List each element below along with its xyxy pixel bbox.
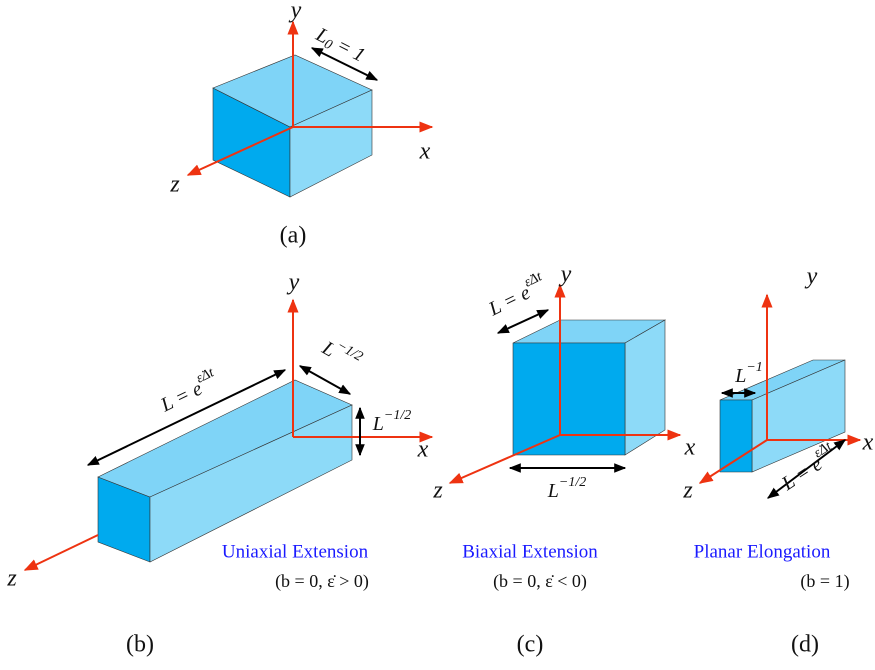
axis-label-z: z bbox=[169, 172, 180, 198]
axis-label-x: x bbox=[684, 435, 696, 461]
z-axis bbox=[698, 439, 768, 484]
axis-label-y: y bbox=[559, 262, 572, 288]
panel-label: (c) bbox=[517, 632, 544, 658]
dimension-label: L−1/2 bbox=[318, 332, 365, 375]
dim-after: = 1 bbox=[329, 31, 369, 66]
panel-condition: (b = 0, ε̇ < 0) bbox=[493, 571, 587, 592]
dimension-arrow bbox=[767, 439, 846, 499]
dim-base: L bbox=[734, 365, 746, 387]
panel-label: (a) bbox=[280, 223, 307, 249]
dim-sup: ε̇Δt bbox=[194, 365, 217, 387]
dimension-arrow bbox=[86, 369, 287, 466]
axis-label-y: y bbox=[287, 270, 300, 296]
dim-sup: −1/2 bbox=[559, 475, 586, 490]
dimension-label: L−1 bbox=[734, 360, 763, 386]
axis-label-x: x bbox=[862, 430, 874, 456]
dimension-label: L−1/2 bbox=[372, 408, 411, 434]
dimension-arrow bbox=[310, 47, 379, 81]
axis-label-y: y bbox=[289, 0, 302, 24]
dim-sup: −1 bbox=[746, 360, 762, 375]
axis-label-z: z bbox=[432, 478, 443, 504]
dimension-arrow bbox=[298, 365, 352, 395]
box-b bbox=[97, 379, 353, 563]
dimension-label: L = eε̇Δt bbox=[154, 365, 222, 416]
z-axis bbox=[186, 126, 294, 176]
panel-label: (b) bbox=[126, 632, 154, 658]
axis-label-x: x bbox=[417, 437, 429, 463]
dim-base: L bbox=[547, 480, 559, 502]
axis-label-z: z bbox=[6, 566, 17, 592]
box-c bbox=[512, 319, 667, 456]
z-axis bbox=[448, 434, 561, 484]
dim-sup: ε̇Δt bbox=[522, 269, 545, 291]
axis-label-x: x bbox=[419, 139, 431, 165]
axis-label-z: z bbox=[682, 478, 693, 504]
dim-base: L bbox=[372, 413, 384, 435]
dimension-arrows bbox=[86, 47, 846, 499]
dim-sup: −1/2 bbox=[384, 408, 411, 423]
dimension-label: L−1/2 bbox=[547, 475, 586, 501]
panel-title: Planar Elongation bbox=[694, 541, 831, 562]
z-axis bbox=[23, 534, 99, 571]
dim-sup: −1/2 bbox=[334, 338, 365, 365]
panel-title: Uniaxial Extension bbox=[222, 541, 369, 562]
panel-label: (d) bbox=[791, 632, 819, 658]
dimension-arrow bbox=[496, 309, 550, 334]
panel-condition: (b = 1) bbox=[800, 571, 849, 592]
axis-label-y: y bbox=[805, 264, 818, 290]
panel-title: Biaxial Extension bbox=[462, 541, 598, 562]
panel-condition: (b = 0, ε̇ > 0) bbox=[275, 571, 369, 592]
